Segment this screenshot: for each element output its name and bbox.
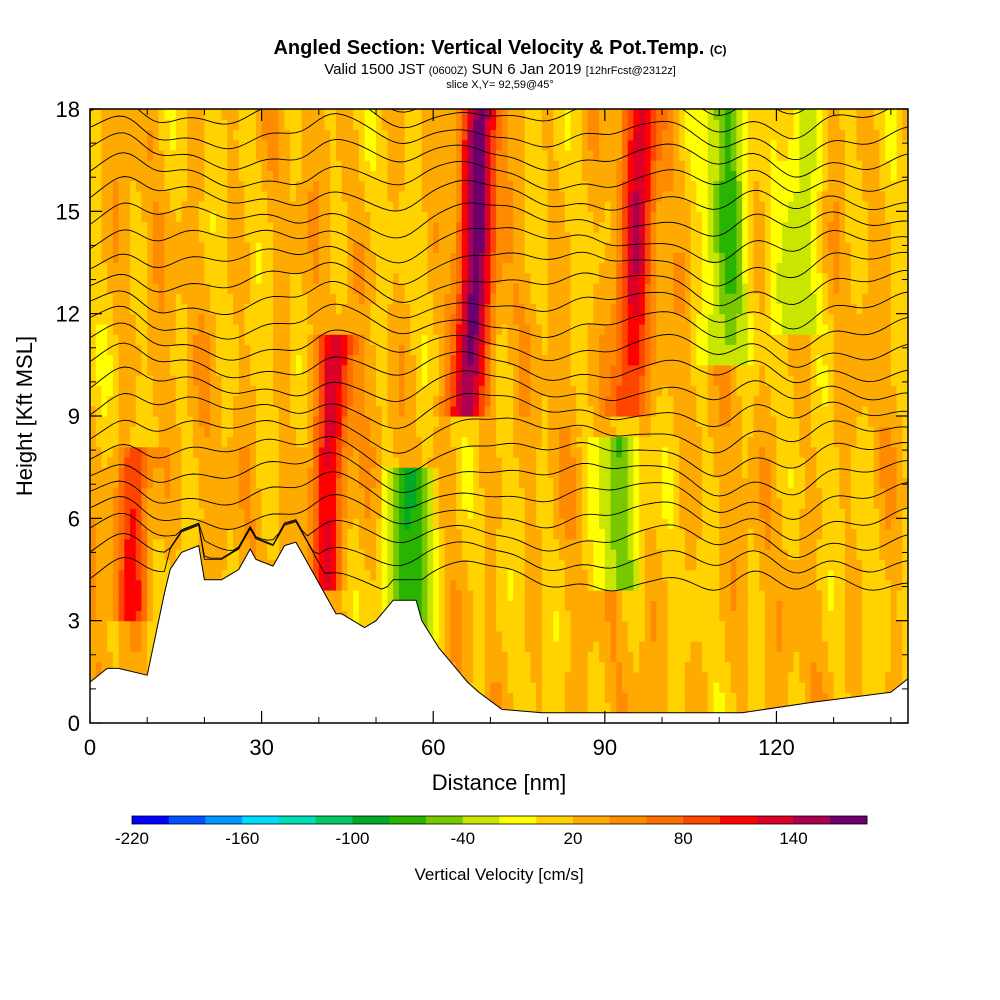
isentrope-line — [90, 245, 908, 287]
colorbar-tick-label: 80 — [674, 829, 693, 848]
colorbar-swatch — [426, 816, 464, 824]
colorbar-tick-label: 140 — [779, 829, 807, 848]
colorbar-swatch — [132, 816, 170, 824]
y-tick-label: 0 — [68, 711, 80, 736]
isentrope-line — [90, 227, 908, 264]
colorbar-swatch — [389, 816, 427, 824]
colorbar-swatch — [462, 816, 500, 824]
isentrope-line — [90, 281, 908, 330]
isentrope-line — [90, 303, 908, 351]
isentrope-line — [90, 132, 908, 178]
colorbar-swatch — [646, 816, 684, 824]
isentrope-line — [90, 366, 908, 402]
colorbar-tick-label: 20 — [564, 829, 583, 848]
title-block: Angled Section: Vertical Velocity & Pot.… — [0, 36, 1000, 91]
isentrope-line — [90, 342, 908, 384]
isentrope-line — [90, 494, 908, 541]
chart-title: Angled Section: Vertical Velocity & Pot.… — [273, 37, 727, 59]
terrain — [90, 541, 908, 723]
x-tick-label: 120 — [758, 735, 795, 760]
colorbar-swatch — [242, 816, 280, 824]
colorbar-label: Vertical Velocity [cm/s] — [414, 865, 583, 884]
colorbar-swatch — [279, 816, 317, 824]
isentrope-line — [90, 261, 908, 307]
isentrope-line — [90, 521, 908, 592]
y-tick-label: 12 — [56, 302, 80, 327]
valid-time: Valid 1500 JST (0600Z) SUN 6 Jan 2019 [1… — [324, 61, 676, 78]
x-axis-label: Distance [nm] — [432, 770, 567, 795]
isentrope-line — [90, 202, 908, 239]
colorbar-swatch — [830, 816, 868, 824]
colorbar-swatch — [205, 816, 243, 824]
isentrope-line — [90, 322, 908, 368]
colorbar-swatch — [315, 816, 353, 824]
y-tick-label: 6 — [68, 506, 80, 531]
x-tick-label: 60 — [421, 735, 445, 760]
slice-info: slice X,Y= 92,59@45° — [446, 79, 554, 91]
colorbar-swatch — [756, 816, 794, 824]
isentrope-line — [90, 113, 908, 161]
isentrope-contours — [90, 109, 908, 592]
y-axis-label: Height [Kft MSL] — [12, 336, 37, 496]
isentrope-line — [90, 452, 908, 497]
isentrope-line — [90, 152, 908, 193]
colorbar-swatch — [609, 816, 647, 824]
colorbar-frame — [131, 815, 868, 825]
isentrope-line — [90, 176, 908, 212]
colorbar-swatch — [168, 816, 206, 824]
x-tick-label: 30 — [249, 735, 273, 760]
colorbar-swatch — [683, 816, 721, 824]
isentrope-line — [90, 392, 908, 429]
colorbar-swatch — [352, 816, 390, 824]
colorbar-tick-label: -220 — [115, 829, 149, 848]
x-tick-label: 90 — [593, 735, 617, 760]
colorbar: -220 -160 -100 -40 20 80 140 — [115, 815, 868, 848]
colorbar-swatch — [793, 816, 831, 824]
colorbar-swatch — [499, 816, 537, 824]
x-tick-label: 0 — [84, 735, 96, 760]
colorbar-tick-label: -40 — [451, 829, 476, 848]
y-tick-label: 18 — [56, 97, 80, 122]
isentrope-line — [90, 417, 908, 454]
colorbar-swatch — [573, 816, 611, 824]
colorbar-tick-label: -100 — [335, 829, 369, 848]
isentrope-line — [90, 109, 890, 140]
y-tick-label: 3 — [68, 609, 80, 634]
y-tick-label: 15 — [56, 199, 80, 224]
isentrope-line — [90, 471, 908, 520]
isentrope-line — [90, 520, 908, 574]
colorbar-swatch — [536, 816, 574, 824]
colorbar-swatch — [720, 816, 758, 824]
y-tick-label: 9 — [68, 404, 80, 429]
isentrope-line — [90, 512, 908, 558]
colorbar-tick-label: -160 — [225, 829, 259, 848]
isentrope-line — [90, 436, 908, 477]
